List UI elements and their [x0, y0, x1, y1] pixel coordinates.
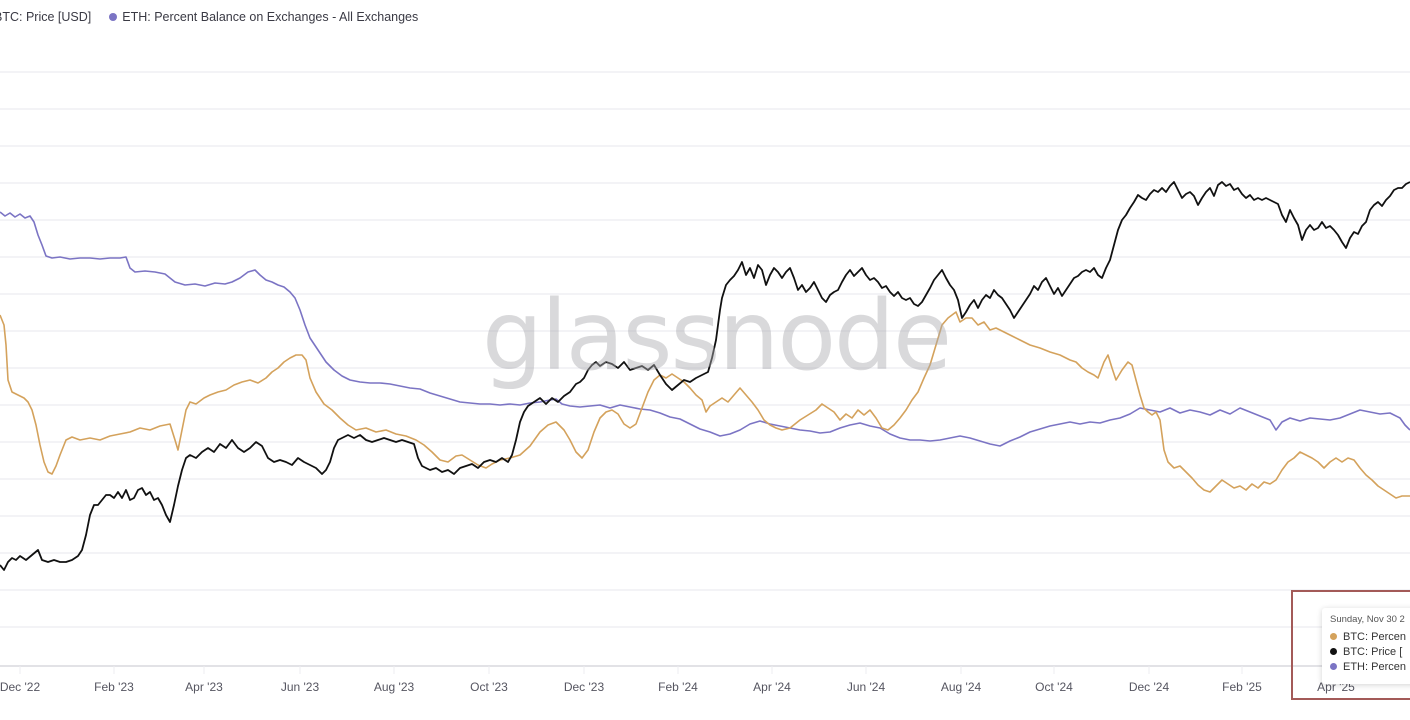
series-btc-exchange-balance[interactable] — [0, 311, 1410, 499]
tooltip-label: ETH: Percen — [1343, 660, 1406, 673]
x-axis-labels: Dec '22 Feb '23 Apr '23 Jun '23 Aug '23 … — [0, 680, 1410, 700]
x-axis-ticks — [19, 666, 1337, 674]
x-tick-label: Dec '24 — [1128, 680, 1170, 694]
x-tick-label: Apr '23 — [185, 680, 223, 694]
series-dot-icon — [1330, 648, 1337, 655]
legend-label: ETH: Percent Balance on Exchanges - All … — [122, 10, 419, 24]
x-tick-label: Feb '23 — [94, 680, 134, 694]
tooltip-row-btc-balance: BTC: Percen — [1330, 629, 1410, 644]
tooltip-row-btc-price: BTC: Price [ — [1330, 644, 1410, 659]
legend-item-btc-price[interactable]: BTC: Price [USD] — [0, 10, 91, 24]
tooltip-row-eth-balance: ETH: Percen — [1330, 659, 1410, 674]
tooltip-date: Sunday, Nov 30 2 — [1330, 614, 1405, 625]
x-tick-label: Apr '24 — [753, 680, 791, 694]
tooltip-label: BTC: Price [ — [1343, 645, 1403, 658]
legend-item-eth-balance[interactable]: ETH: Percent Balance on Exchanges - All … — [109, 10, 418, 24]
x-tick-label: Jun '24 — [846, 680, 886, 694]
grid-lines — [0, 71, 1410, 628]
x-tick-label: Jun '23 — [280, 680, 320, 694]
legend-dot-icon — [109, 13, 118, 21]
series-dot-icon — [1330, 663, 1337, 670]
series-dot-icon — [1330, 633, 1337, 640]
chart-legend: BTC: Price [USD] ETH: Percent Balance on… — [0, 8, 436, 26]
x-tick-label: Dec '23 — [563, 680, 605, 694]
series-eth-exchange-balance[interactable] — [0, 211, 1410, 447]
x-tick-label: Feb '24 — [658, 680, 698, 694]
x-tick-label: Aug '24 — [940, 680, 982, 694]
hover-tooltip: Sunday, Nov 30 2 BTC: Percen BTC: Price … — [1322, 608, 1410, 684]
highlight-annotation-box — [1291, 590, 1410, 700]
x-tick-label: Oct '24 — [1035, 680, 1073, 694]
series-btc-price[interactable] — [0, 181, 1410, 571]
x-tick-label: Feb '25 — [1222, 680, 1262, 694]
x-tick-label: Dec '22 — [0, 680, 41, 694]
x-tick-label: Oct '23 — [470, 680, 508, 694]
x-tick-label: Aug '23 — [373, 680, 415, 694]
legend-label: BTC: Price [USD] — [0, 10, 92, 24]
tooltip-label: BTC: Percen — [1343, 630, 1406, 643]
